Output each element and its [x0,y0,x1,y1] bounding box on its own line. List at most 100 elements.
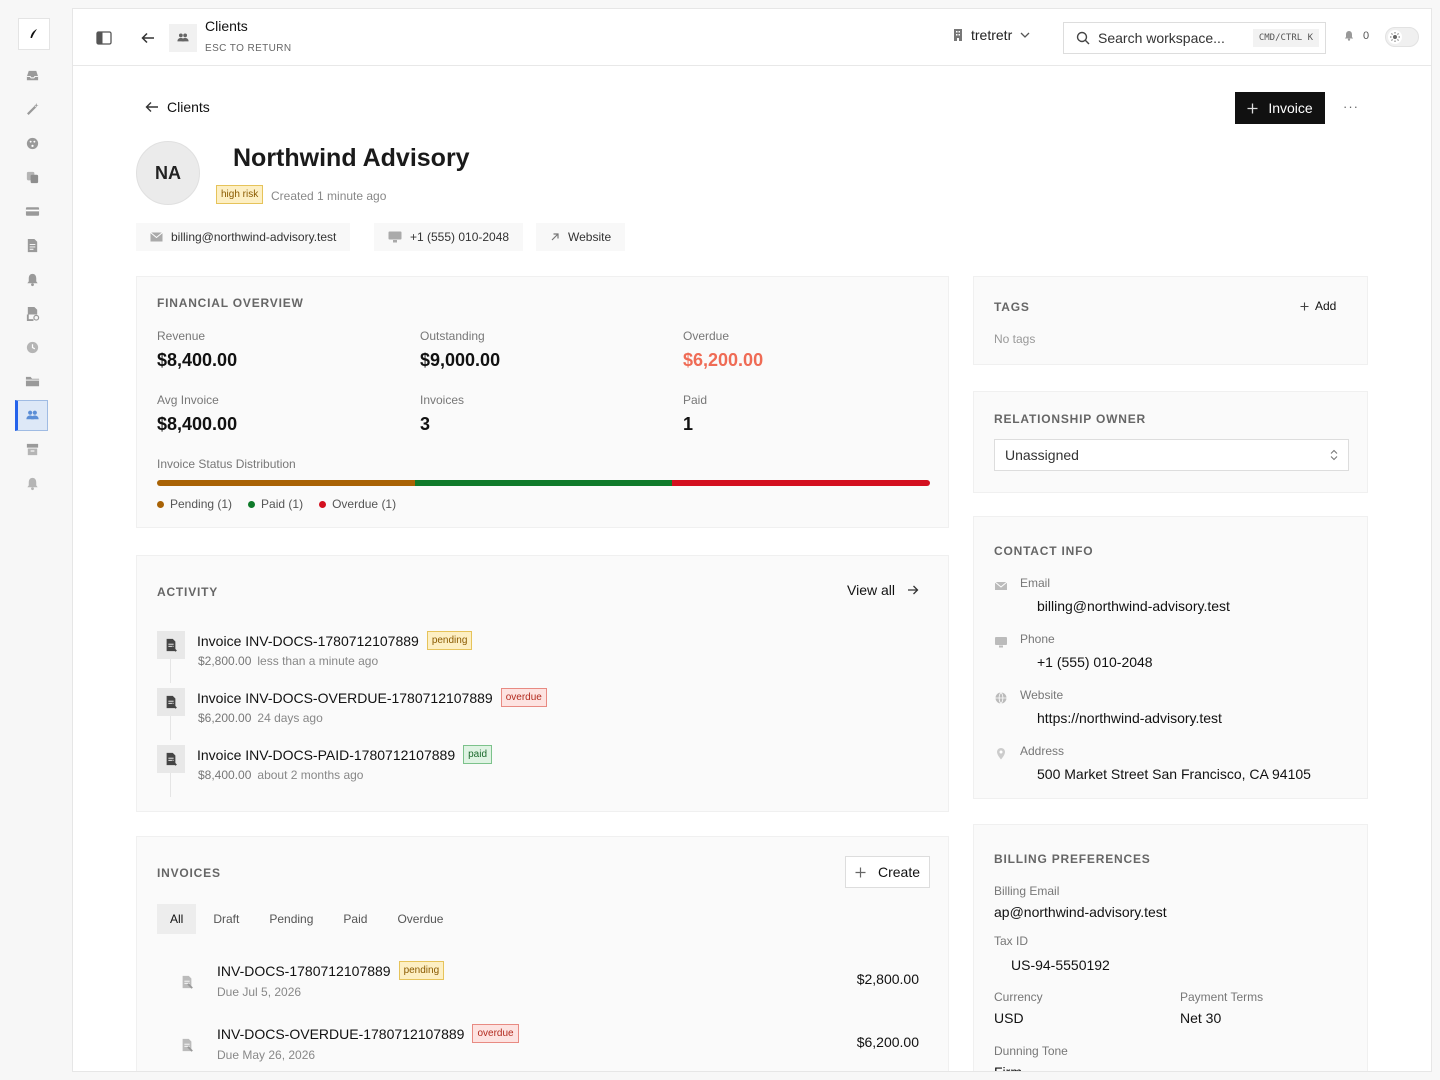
contact-label: Phone [1020,632,1055,646]
create-label: Create [877,864,921,880]
app-rail [0,0,64,1080]
email-chip[interactable]: billing@northwind-advisory.test [136,223,351,251]
status-badge: overdue [500,688,547,707]
tab-paid[interactable]: Paid [343,912,368,926]
legend-item: Paid (1) [248,497,303,511]
owner-value: Unassigned [1005,447,1079,463]
timeline-connector [170,659,171,683]
mail-icon [994,581,1008,590]
view-all-label: View all [847,582,895,598]
activity-item[interactable]: Invoice INV-DOCS-1780712107889 pending $2… [157,626,937,683]
tags-title: TAGS [994,300,1030,314]
copy-icon[interactable] [17,162,48,193]
no-tags-text: No tags [994,332,1036,346]
back-to-clients-link[interactable]: Clients [145,99,210,115]
magic-icon[interactable] [17,94,48,125]
back-arrow-icon[interactable] [137,27,159,49]
palette-icon[interactable] [17,128,48,159]
distribution-segment [414,480,673,486]
dunning-tone-label: Dunning Tone [994,1044,1068,1058]
workspace-switcher[interactable]: tretretr [953,27,1030,43]
legend-item: Pending (1) [157,497,232,511]
invoice-icon[interactable] [17,230,48,261]
contact-website[interactable]: https://northwind-advisory.test [1037,710,1222,726]
activity-time: less than a minute ago [257,654,379,668]
tab-all[interactable]: All [157,904,197,934]
website-chip[interactable]: Website [536,223,626,251]
legend-dot [319,500,327,508]
bell-icon [1344,31,1354,41]
legend-label: Overdue (1) [332,497,397,511]
contact-phone[interactable]: +1 (555) 010-2048 [1037,654,1153,670]
contact-title: CONTACT INFO [994,544,1094,558]
invoice-amount: $2,800.00 [856,971,919,987]
invoice-number: INV-DOCS-1780712107889 [217,962,391,979]
invoice-due-date: Due Jul 5, 2026 [217,985,302,999]
currency-value: USD [994,1010,1024,1026]
clients-icon[interactable] [15,400,48,431]
new-invoice-button[interactable]: Invoice [1235,92,1325,124]
activity-time: 24 days ago [257,711,323,725]
phone-icon [995,637,1007,648]
status-badge: paid [463,745,493,764]
card-icon[interactable] [17,196,48,227]
arrow-left-icon [145,102,158,112]
back-label: Clients [167,99,210,115]
more-options-button[interactable]: ··· [1343,99,1359,114]
avg-invoice-value: $8,400.00 [157,414,238,434]
tab-draft[interactable]: Draft [213,912,240,926]
tab-pending[interactable]: Pending [269,912,314,926]
notification-icon[interactable] [17,468,48,499]
relationship-owner-card: RELATIONSHIP OWNER Unassigned [973,391,1368,493]
clock-icon[interactable] [17,332,48,363]
invoice-number: INV-DOCS-OVERDUE-1780712107889 [217,1025,465,1042]
activity-item[interactable]: Invoice INV-DOCS-PAID-1780712107889 paid … [157,740,937,797]
distribution-label: Invoice Status Distribution [157,457,296,471]
email-chip-label: billing@northwind-advisory.test [171,230,337,244]
add-tag-button[interactable]: Add [1300,299,1336,313]
workspace-name: tretretr [971,27,1013,43]
currency-label: Currency [994,990,1043,1004]
activity-title: Invoice INV-DOCS-PAID-1780712107889 [197,746,456,763]
search-box[interactable]: Search workspace... CMD/CTRL K [1063,22,1326,54]
activity-item[interactable]: Invoice INV-DOCS-OVERDUE-1780712107889 ov… [157,683,937,740]
bell-icon[interactable] [17,264,48,295]
notifications-button[interactable]: 0 [1343,29,1369,42]
invoice-row[interactable]: INV-DOCS-OVERDUE-1780712107889 overdue Du… [173,1021,933,1071]
contact-email[interactable]: billing@northwind-advisory.test [1037,598,1230,614]
theme-toggle[interactable] [1385,27,1419,47]
owner-title: RELATIONSHIP OWNER [994,412,1146,426]
distribution-segment [157,480,415,486]
dunning-tone-value: Firm [994,1064,1022,1072]
app-logo[interactable] [18,18,50,50]
folder-icon[interactable] [17,366,48,397]
feather-icon [30,29,37,38]
invoice-amount: $6,200.00 [856,1034,919,1050]
invoice-icon [157,745,185,773]
phone-chip[interactable]: +1 (555) 010-2048 [374,223,524,251]
risk-badge: high risk [216,185,264,204]
contact-address: 500 Market Street San Francisco, CA 9410… [1037,766,1311,782]
recurring-invoice-icon[interactable] [17,298,48,329]
owner-select[interactable]: Unassigned [994,439,1349,471]
search-input[interactable]: Search workspace... [1098,30,1225,46]
invoice-icon [157,688,185,716]
sidebar-toggle-icon[interactable] [93,27,115,49]
client-name: Northwind Advisory [233,144,470,172]
invoice-icon [173,1031,201,1059]
invoice-row[interactable]: INV-DOCS-1780712107889 pending Due Jul 5,… [173,958,933,1008]
archive-icon[interactable] [17,434,48,465]
plus-icon [1247,103,1258,113]
legend-dot [157,500,164,508]
phone-icon [388,231,402,243]
status-badge: pending [426,631,473,650]
view-all-link[interactable]: View all [847,582,919,598]
inbox-icon[interactable] [17,60,48,91]
paid-count-value: 1 [683,414,694,434]
page-title: Clients [205,18,248,34]
contact-label: Website [1020,688,1064,702]
external-link-icon [551,233,559,241]
create-invoice-button[interactable]: Create [845,856,930,888]
tab-overdue[interactable]: Overdue [397,912,444,926]
chevron-up-down-icon [1330,449,1338,461]
